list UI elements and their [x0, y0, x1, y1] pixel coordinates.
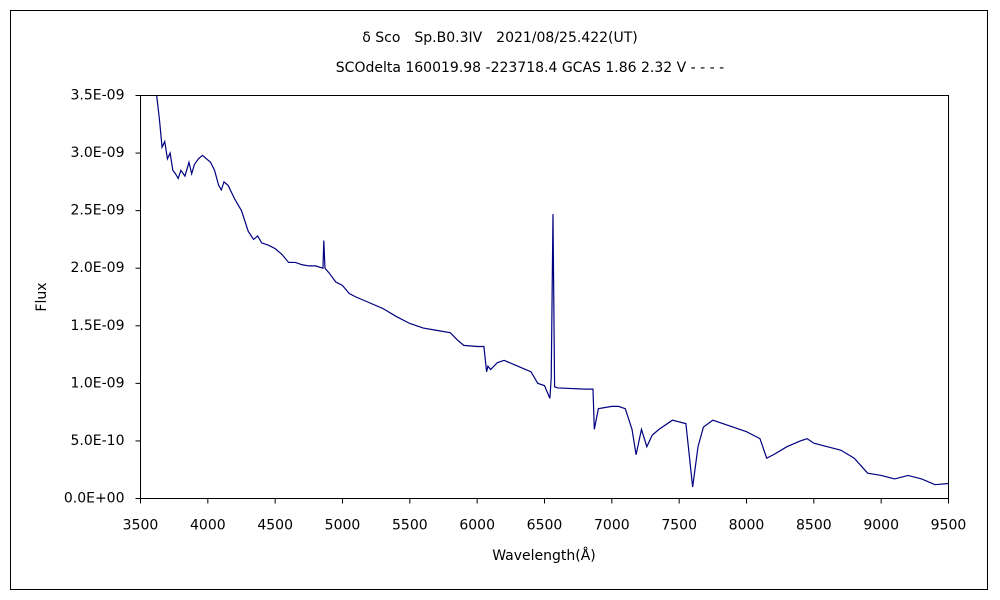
x-tick-label: 5000: [325, 518, 361, 534]
x-axis-label: Wavelength(Å): [492, 547, 596, 564]
chart-subtitle: SCOdelta 160019.98 -223718.4 GCAS 1.86 2…: [336, 60, 724, 76]
y-tick-label: 3.0E-09: [71, 145, 125, 161]
y-tick-label: 3.5E-09: [71, 88, 125, 104]
x-tick-label: 6000: [459, 518, 495, 534]
x-tick-label: 4000: [190, 518, 226, 534]
y-tick-label: 2.5E-09: [71, 203, 125, 219]
x-tick-label: 8500: [796, 518, 832, 534]
chart-title: δ Sco Sp.B0.3IV 2021/08/25.422(UT): [362, 30, 638, 46]
y-tick-label: 1.0E-09: [71, 375, 125, 391]
y-axis-label: Flux: [34, 282, 50, 311]
y-tick-label: 5.0E-10: [71, 433, 125, 449]
chart-frame: [10, 10, 988, 590]
x-tick-label: 6500: [527, 518, 563, 534]
plot-area: [140, 95, 949, 499]
x-tick-label: 8000: [729, 518, 765, 534]
x-tick-label: 5500: [392, 518, 428, 534]
y-tick-label: 1.5E-09: [71, 318, 125, 334]
x-tick-label: 4500: [257, 518, 293, 534]
x-tick-label: 9000: [863, 518, 899, 534]
y-tick-label: 0.0E+00: [64, 491, 125, 507]
x-tick-label: 7000: [594, 518, 630, 534]
x-tick-label: 3500: [123, 518, 159, 534]
x-tick-label: 7500: [661, 518, 697, 534]
spectrum-line: [156, 95, 949, 488]
y-tick-label: 2.0E-09: [71, 260, 125, 276]
x-tick-label: 9500: [931, 518, 967, 534]
